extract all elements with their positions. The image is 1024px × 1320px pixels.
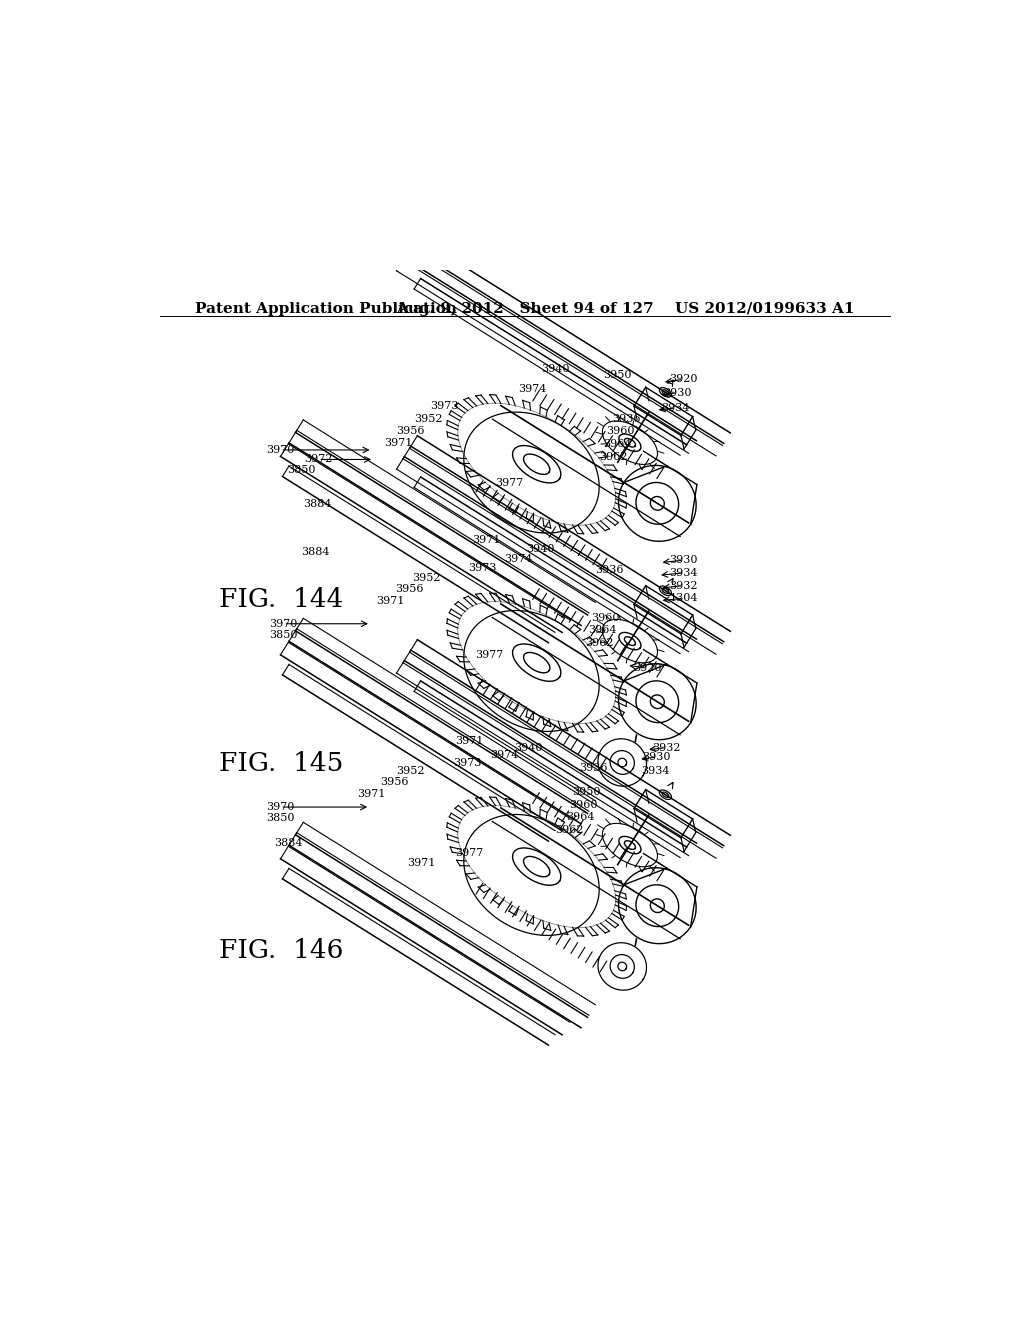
Text: FIG.  146: FIG. 146 <box>219 939 344 964</box>
Text: 3952: 3952 <box>412 573 440 582</box>
Text: 3884: 3884 <box>303 499 331 510</box>
Text: 1304: 1304 <box>670 594 697 603</box>
Text: 3930: 3930 <box>663 388 691 397</box>
Text: 3962: 3962 <box>585 638 613 648</box>
Text: 3952: 3952 <box>414 414 442 424</box>
Text: 3920: 3920 <box>670 375 697 384</box>
Text: 3936: 3936 <box>612 414 641 424</box>
Text: 3932: 3932 <box>652 743 680 752</box>
Text: 3920: 3920 <box>633 663 662 673</box>
Text: 3960: 3960 <box>606 426 634 436</box>
Text: 3974: 3974 <box>518 384 547 393</box>
Text: 3962: 3962 <box>599 451 628 462</box>
Text: 3973: 3973 <box>454 759 482 768</box>
Text: 3960: 3960 <box>592 614 620 623</box>
Text: 3973: 3973 <box>468 564 497 573</box>
Text: 3971: 3971 <box>455 737 483 746</box>
Text: Aug. 9, 2012   Sheet 94 of 127: Aug. 9, 2012 Sheet 94 of 127 <box>396 301 653 315</box>
Text: 3850: 3850 <box>287 465 315 475</box>
Text: 3974: 3974 <box>504 553 532 564</box>
Text: 3884: 3884 <box>274 838 302 847</box>
Text: 3956: 3956 <box>394 583 423 594</box>
Text: 3950: 3950 <box>603 370 632 380</box>
Text: 3940: 3940 <box>526 544 555 554</box>
Text: 3850: 3850 <box>269 630 298 640</box>
Text: 3964: 3964 <box>603 438 632 449</box>
Text: 3971: 3971 <box>376 595 404 606</box>
Text: Patent Application Publication: Patent Application Publication <box>196 301 458 315</box>
Text: 3884: 3884 <box>301 548 330 557</box>
Text: FIG.  144: FIG. 144 <box>219 586 344 611</box>
Text: 3934: 3934 <box>641 767 670 776</box>
Text: US 2012/0199633 A1: US 2012/0199633 A1 <box>675 301 854 315</box>
Text: 3934: 3934 <box>670 568 697 578</box>
Text: 3850: 3850 <box>266 813 295 824</box>
Text: 3934: 3934 <box>662 403 690 413</box>
Text: 3930: 3930 <box>670 556 697 565</box>
Text: 3956: 3956 <box>380 776 409 787</box>
Text: 3940: 3940 <box>514 743 543 752</box>
Text: 3971: 3971 <box>356 789 385 800</box>
Text: 3964: 3964 <box>566 812 595 821</box>
Text: 3950: 3950 <box>572 787 601 797</box>
Text: 3962: 3962 <box>555 825 584 836</box>
Text: 3977: 3977 <box>475 651 503 660</box>
Text: 3952: 3952 <box>396 767 425 776</box>
Text: 3956: 3956 <box>396 426 425 436</box>
Text: 3930: 3930 <box>642 752 671 762</box>
Text: 3977: 3977 <box>455 847 483 858</box>
Text: 3972: 3972 <box>304 454 333 465</box>
Text: 3960: 3960 <box>569 800 598 809</box>
Text: 3971: 3971 <box>472 536 501 545</box>
Text: 3973: 3973 <box>430 401 458 412</box>
Text: 3964: 3964 <box>589 626 616 635</box>
Text: 3940: 3940 <box>541 364 569 374</box>
Text: 3977: 3977 <box>495 478 523 488</box>
Text: 3970: 3970 <box>266 803 295 812</box>
Text: FIG.  145: FIG. 145 <box>219 751 344 776</box>
Text: 3974: 3974 <box>489 751 518 760</box>
Text: 3970: 3970 <box>269 619 298 628</box>
Text: 3971: 3971 <box>408 858 436 869</box>
Text: 3970: 3970 <box>266 445 295 455</box>
Text: 3936: 3936 <box>596 565 624 574</box>
Text: 3936: 3936 <box>580 763 608 774</box>
Text: 3932: 3932 <box>670 581 697 590</box>
Text: 3971: 3971 <box>384 438 412 447</box>
